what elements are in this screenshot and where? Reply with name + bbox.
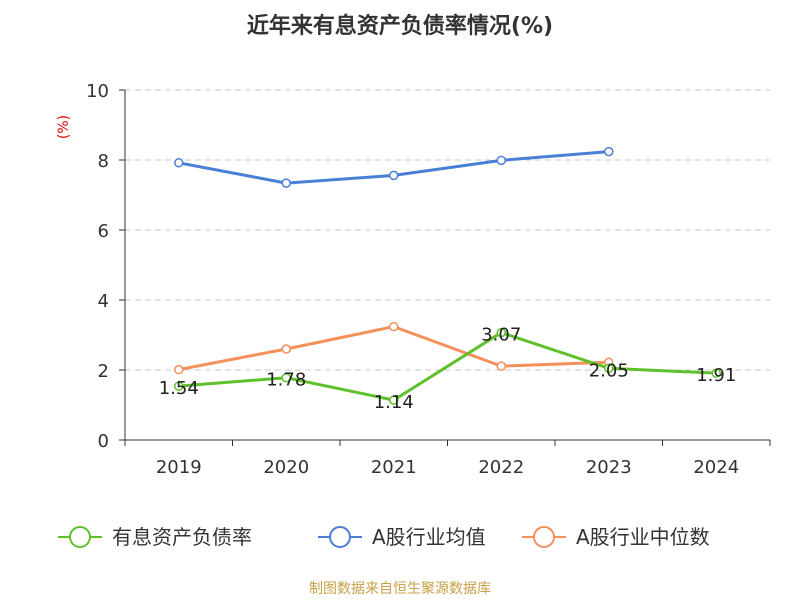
data-point [389,395,399,405]
y-tick-label: 6 [98,221,109,242]
data-point [496,155,506,166]
data-label: 2.05 [589,360,629,381]
data-point [174,381,184,391]
data-point [389,170,399,181]
legend-label: A股行业中位数 [576,525,710,549]
y-tick-label: 8 [98,151,109,172]
legend-label: A股行业均值 [372,525,486,549]
data-point [281,178,291,188]
x-tick-label: 2022 [478,457,524,478]
data-label: 1.14 [374,392,414,413]
data-point [174,364,184,375]
data-point [711,368,721,378]
data-label: 1.91 [696,365,736,386]
legend-marker [69,526,91,548]
data-point [496,327,506,338]
x-tick-label: 2023 [586,457,632,478]
data-point [174,158,184,168]
legend-marker [329,526,351,548]
data-label: 1.78 [266,370,306,391]
data-point [604,146,614,157]
data-point [604,363,614,373]
data-label: 1.54 [159,378,199,399]
x-tick-label: 2019 [156,457,202,478]
data-point [496,361,506,371]
y-tick-label: 4 [98,291,109,312]
data-source-note: 制图数据来自恒生聚源数据库 [309,581,491,597]
y-tick-label: 10 [86,81,109,102]
legend-marker [533,526,555,548]
data-point [281,372,291,383]
y-tick-label: 0 [98,431,109,452]
data-point [281,344,291,354]
chart-title: 近年来有息资产负债率情况(%) [246,14,554,39]
y-axis-label: (%) [56,115,72,139]
y-tick-label: 2 [98,361,109,382]
x-tick-label: 2020 [263,457,309,478]
x-tick-label: 2021 [371,457,417,478]
series-line [178,331,717,402]
legend-label: 有息资产负债率 [112,525,252,549]
data-point [389,321,399,332]
x-tick-label: 2024 [693,457,739,478]
data-label: 3.07 [481,325,521,346]
